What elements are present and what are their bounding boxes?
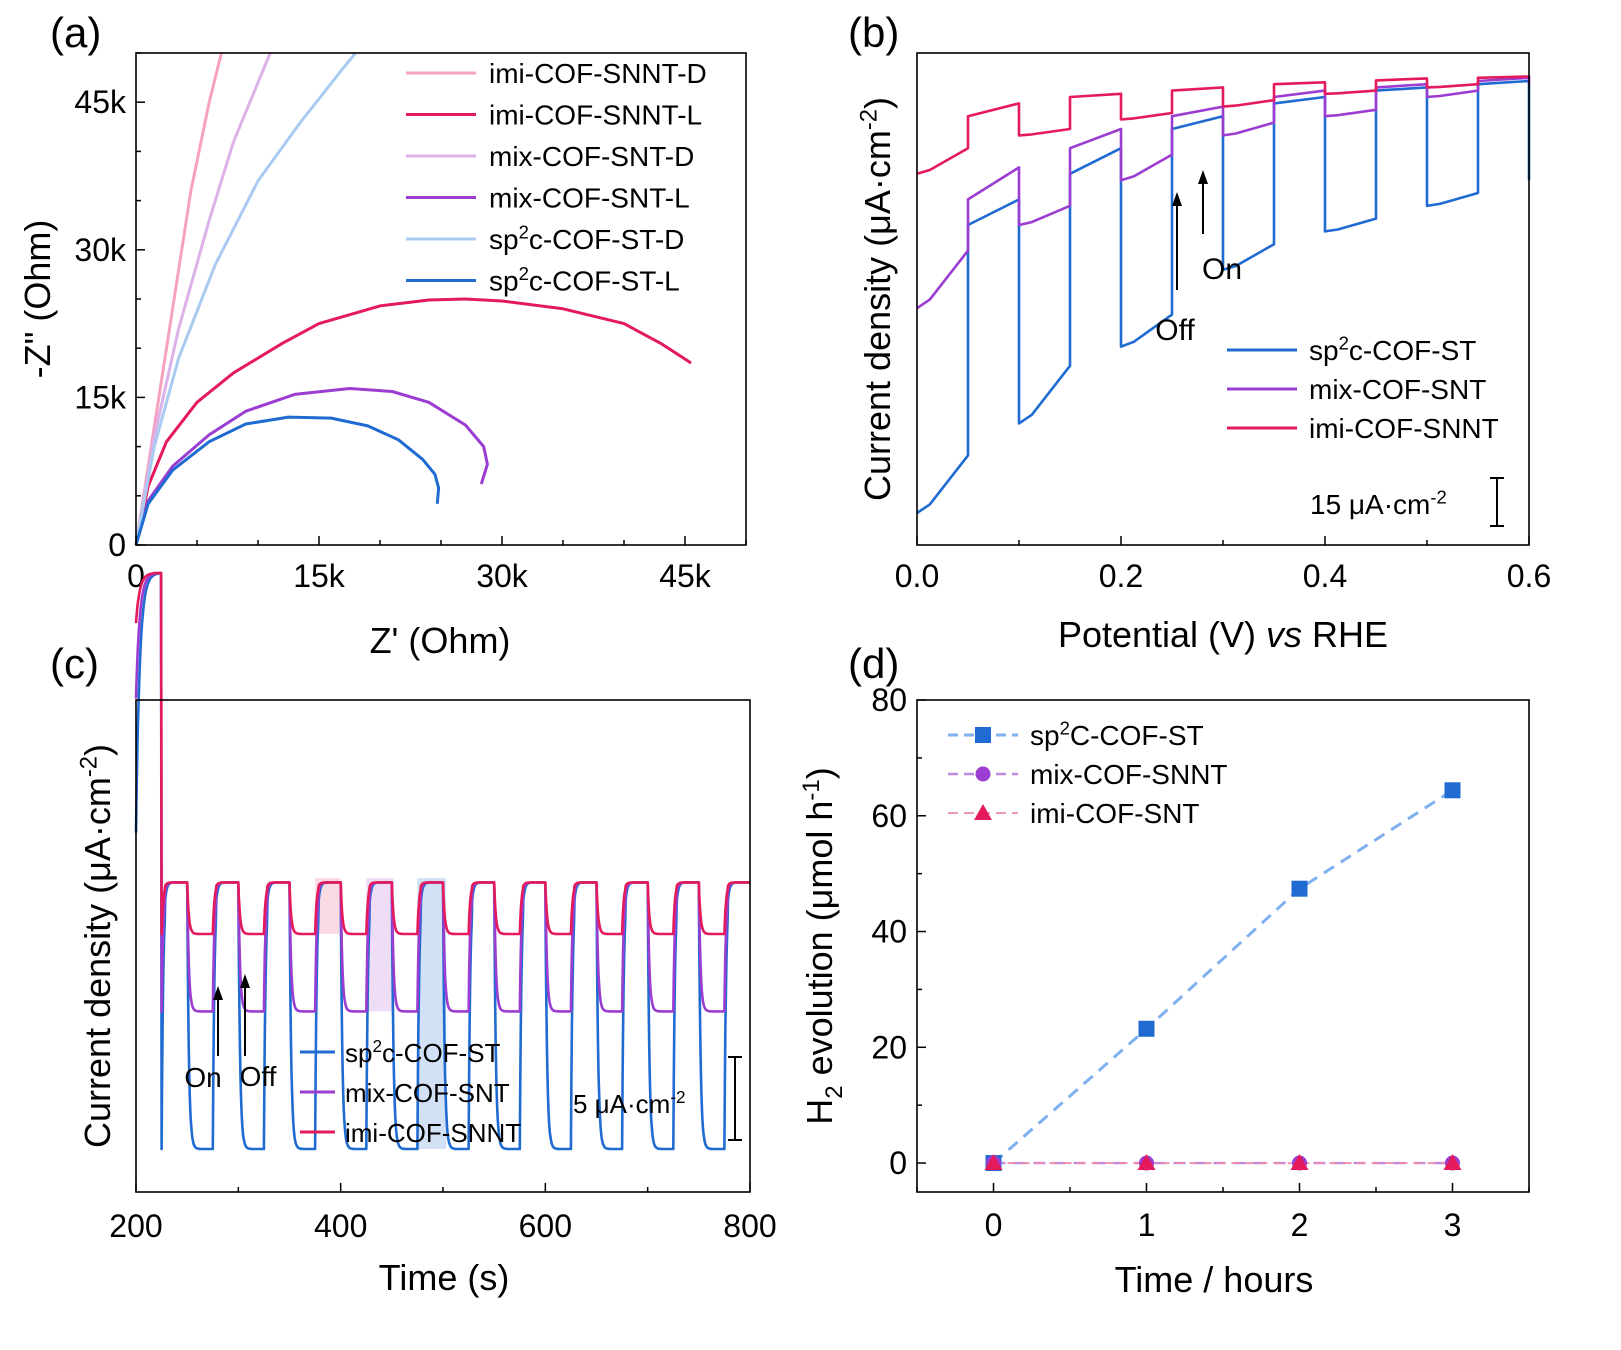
scale-label: 15 μA·cm-2 xyxy=(1310,486,1447,520)
series-line-2 xyxy=(916,76,1531,310)
y-tick-label: 40 xyxy=(871,914,907,950)
scale-label: 5 μA·cm-2 xyxy=(573,1087,686,1119)
x-tick-label: 45k xyxy=(659,558,712,594)
legend-label: mix-COF-SNT-L xyxy=(489,183,690,214)
scale-bar xyxy=(1490,477,1504,527)
x-tick-label: 0 xyxy=(985,1207,1003,1243)
legend-label: sp2c-COF-ST-L xyxy=(489,263,680,297)
x-tick-label: 400 xyxy=(314,1208,367,1244)
legend-marker-triangle xyxy=(974,804,992,820)
highlight-box-3 xyxy=(417,878,447,1149)
series-line-4 xyxy=(134,387,489,546)
y-tick-label: 60 xyxy=(871,798,907,834)
y-tick-label: 0 xyxy=(108,527,126,563)
series-line-1 xyxy=(916,79,1531,515)
x-tick-label: 1 xyxy=(1138,1207,1156,1243)
series-line-3 xyxy=(134,571,751,936)
y-axis-title: H2 evolution (μmol h-1) xyxy=(798,767,848,1125)
x-tick-label: 200 xyxy=(109,1208,162,1244)
panel-label: (c) xyxy=(50,640,99,687)
panel-label: (d) xyxy=(848,640,899,687)
series-line-6 xyxy=(134,415,441,546)
y-tick-label: 45k xyxy=(74,84,127,120)
legend-marker-circle xyxy=(975,766,991,782)
data-point-triangle xyxy=(1137,1154,1156,1171)
y-tick-label: 30k xyxy=(74,232,127,268)
legend-label: sp2C-COF-ST xyxy=(1030,717,1204,751)
legend-label: imi-COF-SNNT-D xyxy=(489,58,707,89)
y-tick-label: 80 xyxy=(871,682,907,718)
off-annotation: Off xyxy=(240,1061,277,1092)
data-point-square xyxy=(1291,880,1308,897)
data-point-triangle xyxy=(1290,1154,1309,1171)
x-tick-label: 600 xyxy=(519,1208,572,1244)
y-axis-title: Current density (μA·cm-2) xyxy=(75,744,118,1148)
series-line-2 xyxy=(134,297,692,546)
x-tick-label: 15k xyxy=(293,558,346,594)
panel-a-impedance: 0 15k 30k 45k 0 15k 30k 45k Z' (Ohm) -Z" (Ohm) (a)… xyxy=(17,9,747,661)
x-tick-label: 0 xyxy=(127,558,145,594)
legend-label: imi-COF-SNNT-L xyxy=(489,100,702,131)
off-annotation: Off xyxy=(1155,314,1195,347)
on-arrowhead xyxy=(1198,170,1208,184)
panel-label: (a) xyxy=(50,9,101,56)
legend-marker-square xyxy=(975,727,991,743)
y-tick-label: 15k xyxy=(74,379,127,415)
panel-b-lsv: 0.0 0.2 0.4 0.6 Potential (V) vs RHE Current … xyxy=(848,9,1551,655)
legend-label: sp2c-COF-ST-D xyxy=(489,221,684,255)
x-axis-title: Potential (V) vs RHE xyxy=(1058,614,1388,655)
data-point-square xyxy=(1444,782,1461,799)
x-tick-label: 0.2 xyxy=(1099,558,1143,594)
on-annotation: On xyxy=(184,1062,221,1093)
legend-label: imi-COF-SNNT xyxy=(345,1118,521,1148)
y-axis-title: Current density (μA·cm-2) xyxy=(855,97,898,501)
y-tick-label: 0 xyxy=(889,1145,907,1181)
x-tick-label: 800 xyxy=(723,1208,776,1244)
series-line-3 xyxy=(916,75,1531,176)
x-tick-label: 0.0 xyxy=(895,558,939,594)
y-tick-label: 20 xyxy=(871,1029,907,1065)
legend-label: imi-COF-SNT xyxy=(1030,798,1200,829)
legend-label: imi-COF-SNNT xyxy=(1309,413,1499,444)
data-point-square xyxy=(1138,1020,1155,1037)
legend-label: mix-COF-SNT xyxy=(345,1078,510,1108)
panel-d-h2-evolution: 0 1 2 3 0 20 40 60 80 Time / hours H2 evolution (μ… xyxy=(798,640,1530,1300)
series-line-1 xyxy=(992,789,1454,1165)
legend-label: sp2c-COF-ST xyxy=(1309,332,1476,366)
on-annotation: On xyxy=(1202,253,1242,286)
legend-label: mix-COF-SNNT xyxy=(1030,759,1228,790)
off-arrowhead xyxy=(1172,192,1182,206)
legend-label: sp2c-COF-ST xyxy=(345,1036,501,1068)
off-arrowhead xyxy=(240,974,250,988)
x-tick-label: 0.4 xyxy=(1303,558,1347,594)
data-point-triangle xyxy=(984,1154,1003,1171)
on-arrowhead xyxy=(213,986,223,1000)
data-point-triangle xyxy=(1443,1154,1462,1171)
scale-bar xyxy=(728,1056,742,1141)
x-axis-title: Time / hours xyxy=(1115,1259,1314,1300)
y-axis-title: -Z" (Ohm) xyxy=(17,220,58,379)
x-tick-label: 3 xyxy=(1444,1207,1462,1243)
series-line-5 xyxy=(134,52,357,546)
panel-label: (b) xyxy=(848,9,899,56)
legend-label: mix-COF-SNT xyxy=(1309,374,1486,405)
x-axis-title: Time (s) xyxy=(379,1257,510,1298)
legend-label: mix-COF-SNT-D xyxy=(489,141,694,172)
x-tick-label: 0.6 xyxy=(1507,558,1551,594)
panel-c-transient-photocurrent: 200 400 600 800 Time (s) Current density (μA·… xyxy=(50,571,777,1298)
x-axis-title: Z' (Ohm) xyxy=(370,620,511,661)
x-tick-label: 30k xyxy=(476,558,529,594)
x-tick-label: 2 xyxy=(1291,1207,1309,1243)
